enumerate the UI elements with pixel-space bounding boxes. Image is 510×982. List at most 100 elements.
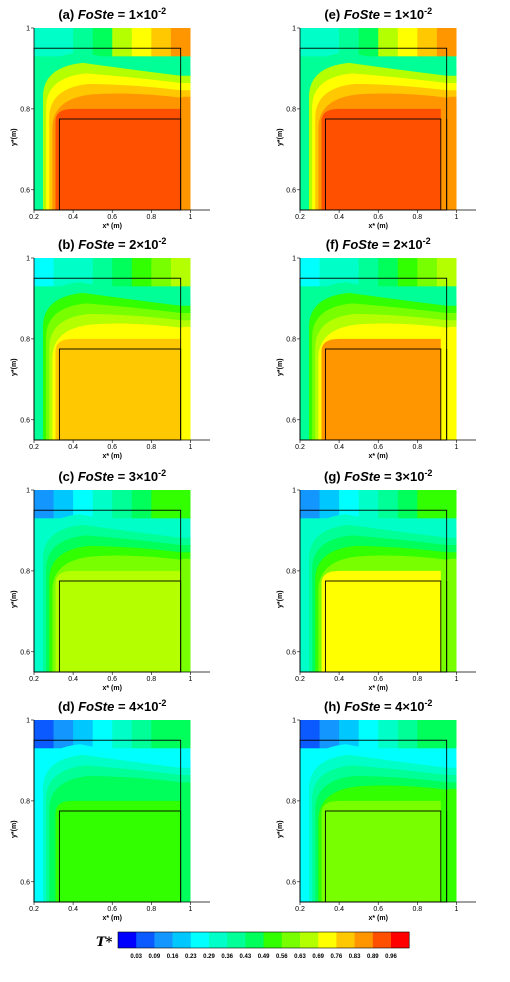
y-axis-label: y*(m) (277, 590, 284, 608)
contour-band (182, 788, 191, 902)
contour-band (339, 490, 360, 519)
contour-band (170, 490, 191, 519)
contour-band (131, 258, 152, 287)
contour-band (182, 558, 191, 672)
contour-band (92, 258, 113, 287)
colorbar-swatch (245, 932, 264, 948)
contour-band (397, 490, 418, 519)
contour-band (73, 490, 94, 519)
contour-band (53, 490, 74, 519)
x-tick-label: 0.6 (373, 676, 383, 683)
x-tick-label: 0.4 (68, 906, 78, 913)
contour-band (436, 28, 457, 57)
x-tick-label: 0.6 (107, 214, 117, 221)
colorbar-tick-label: 0.43 (240, 954, 252, 960)
colorbar-swatch (300, 932, 319, 948)
x-tick-label: 1 (188, 444, 192, 451)
colorbar-swatch (391, 932, 410, 948)
contour-band (319, 490, 340, 519)
contour-band (73, 720, 94, 749)
x-tick-label: 0.6 (107, 676, 117, 683)
y-tick-label: 0.6 (20, 879, 30, 886)
contour-band (378, 490, 399, 519)
y-axis-label: y*(m) (11, 590, 18, 608)
y-axis-label: y*(m) (277, 358, 284, 376)
x-tick-label: 0.6 (373, 214, 383, 221)
x-tick-label: 0.2 (29, 444, 39, 451)
contour-band (417, 720, 438, 749)
contour-core (55, 108, 181, 210)
y-axis-label: y*(m) (11, 820, 18, 838)
colorbar-swatch (354, 932, 374, 948)
y-tick-label: 1 (26, 488, 30, 495)
panel-title: (e) FoSte = 1×10-2 (324, 6, 432, 22)
x-tick-label: 0.8 (146, 214, 156, 221)
x-tick-label: 0.4 (334, 906, 344, 913)
colorbar-tick-label: 0.49 (258, 954, 270, 960)
contour-band (151, 720, 172, 749)
contour-band (436, 720, 457, 749)
x-tick-label: 0.4 (68, 214, 78, 221)
contour-core (321, 108, 441, 210)
y-axis-label: y*(m) (11, 358, 18, 376)
panel-title: (a) FoSte = 1×10-2 (58, 6, 166, 22)
panel-title: (g) FoSte = 3×10-2 (324, 468, 432, 484)
x-tick-label: 0.8 (412, 444, 422, 451)
y-tick-label: 1 (26, 256, 30, 263)
colorbar-swatch (154, 932, 173, 948)
x-axis-label: x* (m) (368, 453, 387, 460)
contour-band (417, 258, 438, 287)
x-axis-label: x* (m) (368, 223, 387, 230)
contour-core (321, 338, 441, 440)
colorbar-tick-label: 0.56 (276, 954, 288, 960)
colorbar-swatch (118, 932, 137, 948)
colorbar-swatch (372, 932, 392, 948)
contour-band (448, 788, 457, 902)
panels-group: 0.2 0.4 0.6 0.8 1 0.6 0.8 1 x* (m) y*(m) (a) FoSte… (11, 6, 476, 922)
contour-band (300, 28, 321, 57)
contour-core (55, 800, 181, 902)
colorbar-tick-label: 0.96 (385, 954, 397, 960)
contour-fill (34, 720, 191, 902)
contour-band (112, 720, 133, 749)
contour-band (112, 28, 133, 57)
x-tick-label: 1 (188, 906, 192, 913)
contour-band (112, 490, 133, 519)
contour-band (182, 96, 191, 210)
x-tick-label: 1 (454, 444, 458, 451)
contour-band (170, 28, 191, 57)
contour-band (53, 28, 74, 57)
x-tick-label: 0.4 (334, 444, 344, 451)
contour-panel: 0.2 0.4 0.6 0.8 1 0.6 0.8 1 x* (m) y*(m) (e) FoSte… (277, 6, 476, 230)
contour-band (182, 326, 191, 440)
contour-panel: 0.2 0.4 0.6 0.8 1 0.6 0.8 1 x* (m) y*(m) (f) FoSte… (277, 236, 476, 460)
x-tick-label: 0.2 (29, 214, 39, 221)
contour-band (73, 28, 94, 57)
temperature-colorbar: T* 0.03 0.09 0.16 0.23 0.29 0.36 0.43 0.49 0.56 0.… (96, 931, 410, 960)
x-tick-label: 1 (454, 676, 458, 683)
y-tick-label: 1 (292, 26, 296, 33)
y-tick-label: 0.6 (286, 417, 296, 424)
x-tick-label: 0.4 (68, 676, 78, 683)
contour-band (378, 258, 399, 287)
x-tick-label: 0.8 (412, 676, 422, 683)
colorbar-swatch (318, 932, 337, 948)
contour-core (321, 800, 441, 902)
colorbar-tick-label: 0.16 (167, 954, 179, 960)
colorbar-symbol: T* (96, 935, 113, 950)
colorbar-swatch (336, 932, 355, 948)
contour-band (53, 258, 74, 287)
contour-band (436, 490, 457, 519)
colorbar-swatch (190, 932, 210, 948)
contour-band (448, 96, 457, 210)
x-axis-label: x* (m) (102, 223, 121, 230)
y-tick-label: 0.8 (286, 106, 296, 113)
x-tick-label: 0.4 (334, 676, 344, 683)
x-tick-label: 1 (454, 906, 458, 913)
contour-band (319, 28, 340, 57)
contour-band (73, 258, 94, 287)
y-tick-label: 0.8 (20, 568, 30, 575)
colorbar-swatch (281, 932, 301, 948)
y-tick-label: 0.6 (20, 187, 30, 194)
x-tick-label: 1 (188, 676, 192, 683)
